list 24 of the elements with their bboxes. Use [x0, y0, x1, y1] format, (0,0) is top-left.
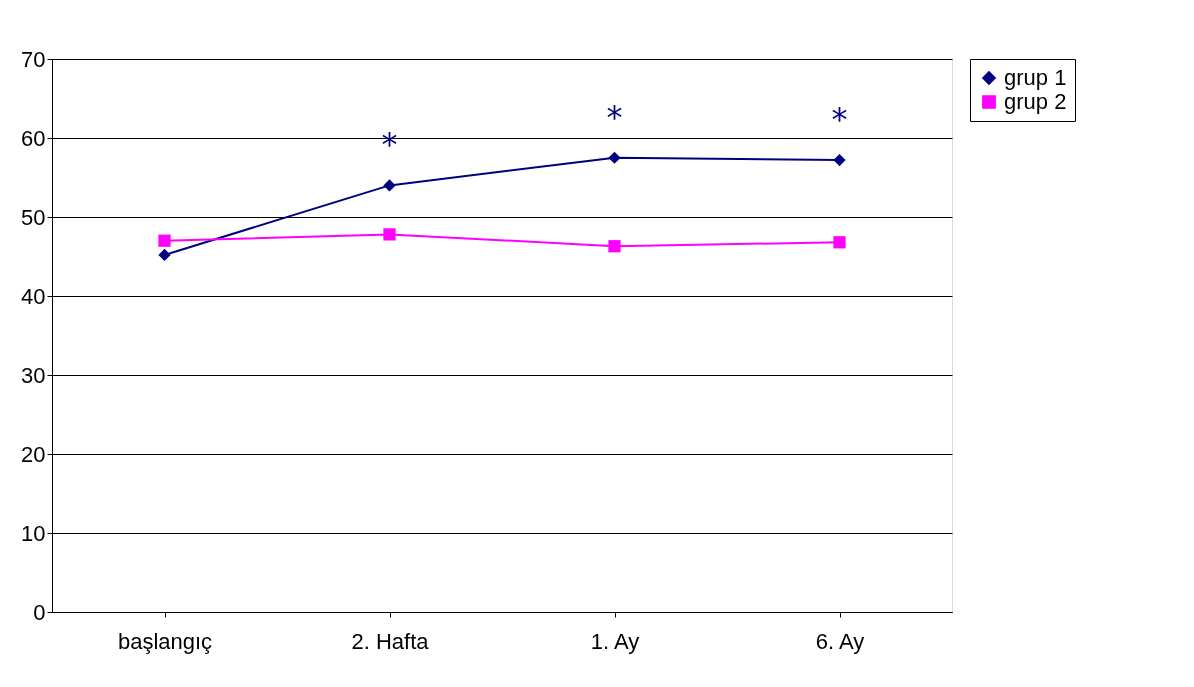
point — [608, 240, 621, 253]
point — [158, 248, 171, 262]
point — [833, 154, 846, 167]
point — [608, 151, 621, 164]
x-tick-label: başlangıç — [117, 628, 213, 654]
y-tick-label: 70 — [21, 46, 46, 72]
point — [383, 179, 396, 192]
y-tick-label: 30 — [21, 362, 46, 388]
y-tick-label: 20 — [21, 441, 46, 467]
point — [158, 234, 171, 247]
y-tick-label: 60 — [21, 125, 46, 151]
y-tick-label: 40 — [21, 283, 46, 309]
x-tick-label: 1. Ay — [590, 628, 640, 654]
x-tick-label: 2. Hafta — [351, 628, 430, 654]
y-tick-label: 50 — [21, 204, 46, 230]
point — [833, 236, 846, 249]
legend-label: grup 2 — [1004, 89, 1067, 114]
y-tick-label: 0 — [33, 599, 46, 625]
annotation: * — [606, 97, 623, 136]
legend-label: grup 1 — [1004, 65, 1067, 90]
annotation: * — [831, 100, 848, 139]
x-tick-label: 6. Ay — [815, 628, 865, 654]
y-tick-label: 10 — [21, 520, 46, 546]
point — [383, 228, 396, 241]
